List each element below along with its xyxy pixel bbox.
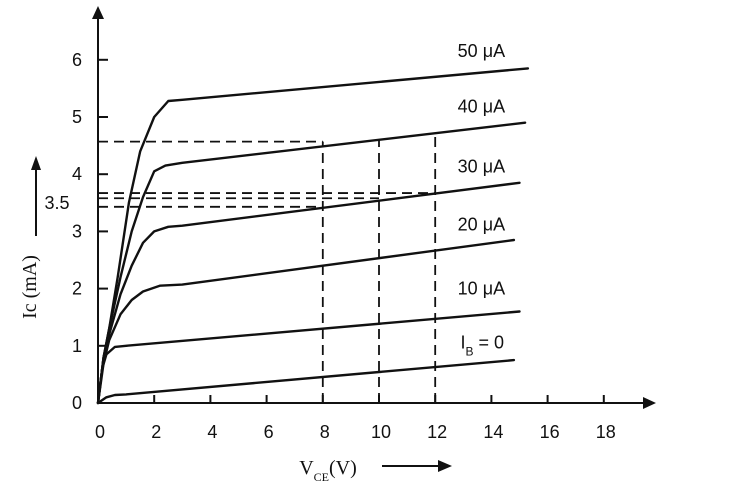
x-tick-label: 8 — [320, 422, 330, 442]
y-tick-label: 5 — [72, 107, 82, 127]
y-tick-label: 0 — [72, 393, 82, 413]
y-axis-title: Ic (mA) — [19, 255, 41, 319]
y-tick-label: 6 — [72, 50, 82, 70]
x-axis-arrow-icon — [643, 397, 656, 409]
y-axis-arrow-head-icon — [31, 156, 41, 170]
series-line-4 — [96, 310, 521, 405]
x-tick-label: 4 — [207, 422, 217, 442]
y-axis-title-group: Ic (mA) — [19, 156, 41, 319]
series-label-0: 50 μA — [458, 41, 505, 61]
reference-lines — [98, 133, 437, 403]
x-tick-label: 14 — [483, 422, 503, 442]
series-line-0 — [96, 67, 530, 405]
x-tick-label: 12 — [427, 422, 447, 442]
x-tick-label: 6 — [264, 422, 274, 442]
y-tick-label: 3 — [72, 221, 82, 241]
ib-rest: = 0 — [474, 333, 505, 353]
y-reference-label: 3.5 — [44, 193, 69, 213]
x-axis-arrow-head-icon — [438, 460, 452, 472]
x-axis-title-group: VCE(V) — [299, 457, 452, 484]
series-line-5 — [96, 358, 516, 405]
y-tick-label: 2 — [72, 279, 82, 299]
series-line-2 — [96, 181, 521, 405]
x-tick-label: 16 — [540, 422, 560, 442]
x-tick-label: 18 — [596, 422, 616, 442]
series-labels: 50 μA 40 μA 30 μA 20 μA 10 μA IB = 0 — [458, 41, 505, 359]
series-label-1: 40 μA — [458, 96, 505, 116]
y-axis-arrow-icon — [92, 6, 104, 19]
x-tick-label: 2 — [151, 422, 161, 442]
series-label-5: IB = 0 — [460, 333, 504, 359]
chart-axes — [92, 6, 656, 409]
x-axis-title-main: V — [299, 457, 314, 479]
y-tick-label: 4 — [72, 164, 82, 184]
x-axis-title: VCE(V) — [299, 457, 357, 484]
series-label-3: 20 μA — [458, 214, 505, 234]
x-axis-title-unit: (V) — [329, 457, 357, 479]
series-label-4: 10 μA — [458, 278, 505, 298]
x-tick-label: 0 — [95, 422, 105, 442]
series-curves — [96, 67, 530, 405]
x-axis-title-sub: CE — [314, 470, 329, 484]
y-tick-label: 1 — [72, 336, 82, 356]
series-label-2: 30 μA — [458, 156, 505, 176]
x-tick-label: 10 — [371, 422, 391, 442]
ib-sub: B — [466, 345, 474, 359]
ib-main: I — [460, 333, 465, 353]
